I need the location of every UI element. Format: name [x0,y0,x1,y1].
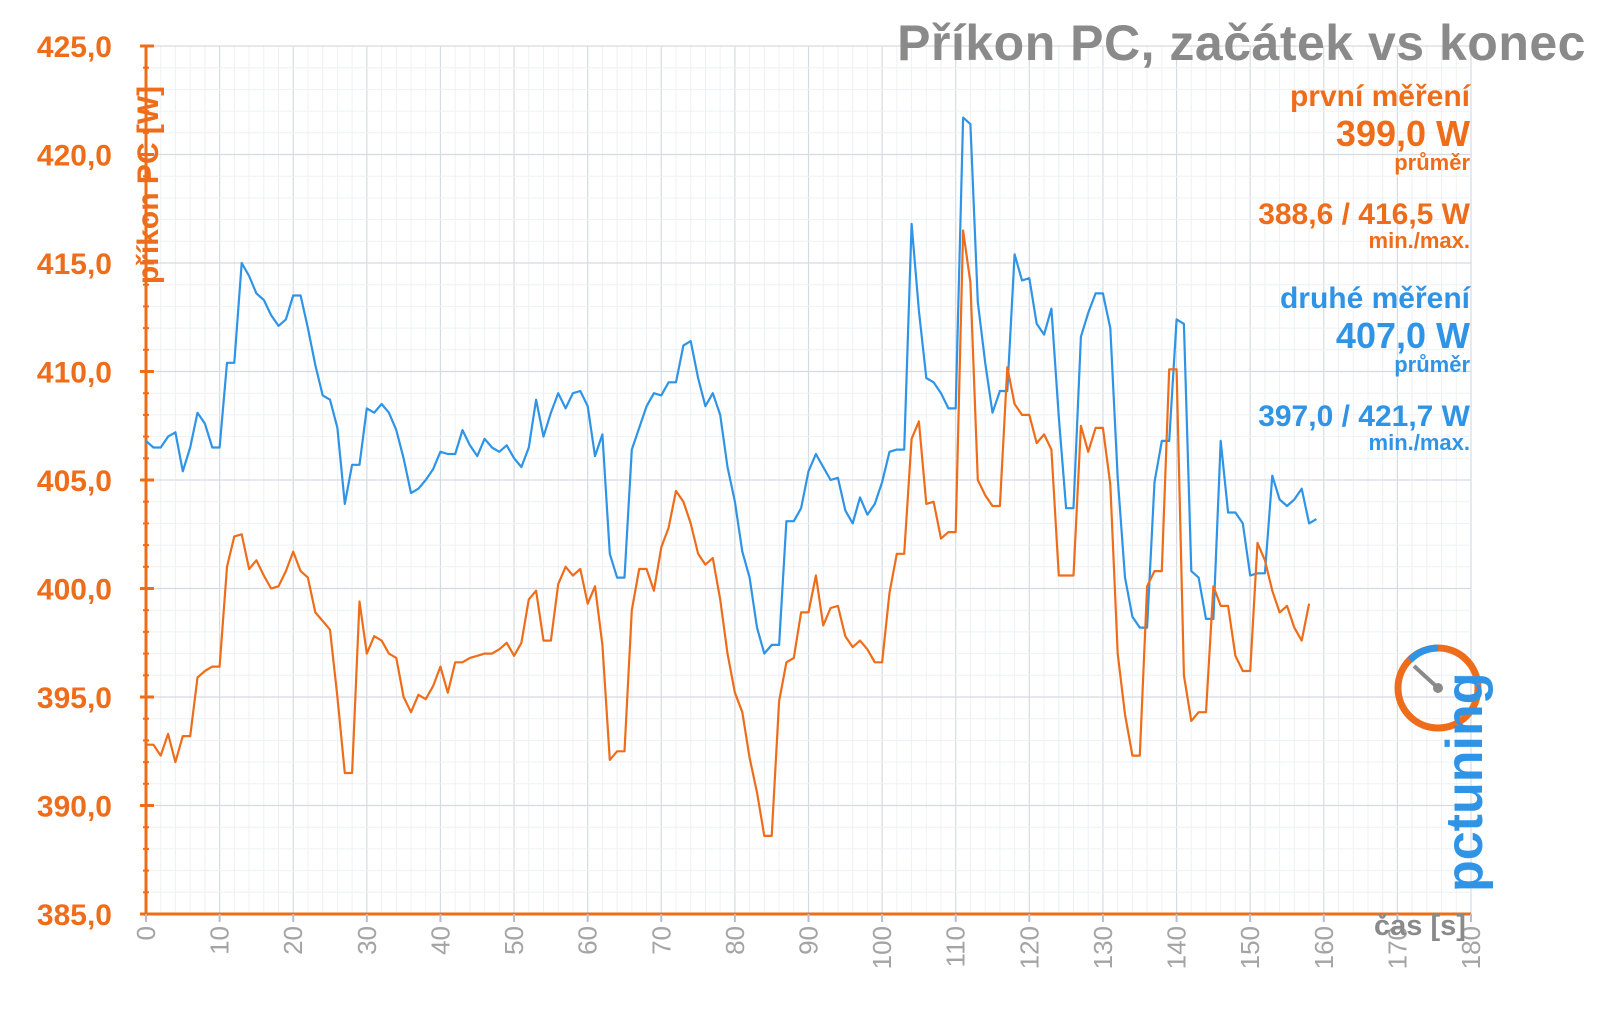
chart-title: Příkon PC, začátek vs konec [897,15,1586,71]
logo-gauge-accent [1407,644,1439,663]
y-tick-label: 405,0 [37,465,112,498]
x-tick-label: 80 [720,926,750,955]
x-axis: 0 10 20 30 40 50 60 70 80 90 100 110 120 130 140 150 160… [131,912,1486,969]
series-line-second [145,116,1317,655]
stats-first: první měření 399,0 W průměr 388,6 / 416,… [1258,82,1470,252]
x-tick-label: 40 [425,926,455,955]
logo-text: pctuning [1436,672,1494,892]
y-tick-label: 385,0 [37,899,112,932]
x-tick-label: 70 [646,926,676,955]
x-tick-label: 20 [278,926,308,955]
x-axis-label: čas [s] [1374,910,1466,942]
logo-gauge-center [1433,683,1443,693]
x-tick-label: 170 [1382,926,1412,969]
second-minmax-label: min./max. [1368,430,1470,455]
second-label: druhé měření [1279,282,1470,315]
y-tick-label: 390,0 [37,791,112,824]
second-minmax: 397,0 / 421,7 W [1258,400,1470,433]
x-tick-label: 160 [1309,926,1339,969]
y-tick-label: 410,0 [37,357,112,390]
y-tick-label: 395,0 [37,682,112,715]
x-tick-label: 10 [205,926,235,955]
y-axis: 385,0 390,0 395,0 400,0 405,0 410,0 415,0 420,0… [37,31,154,932]
series-group [145,116,1317,838]
x-tick-label: 180 [1456,926,1486,969]
logo-gauge-needle [1412,664,1440,690]
x-tick-label: 90 [794,926,824,955]
y-tick-label: 400,0 [37,574,112,607]
x-tick-label: 50 [499,926,529,955]
first-minmax: 388,6 / 416,5 W [1258,198,1470,231]
first-minmax-label: min./max. [1368,228,1470,253]
first-label: první měření [1289,80,1470,113]
pctuning-logo: pctuning [1394,644,1494,892]
second-average-label: průměr [1394,352,1470,377]
first-average: 399,0 W [1335,113,1470,154]
x-tick-label: 0 [131,926,161,940]
x-tick-label: 120 [1014,926,1044,969]
x-tick-label: 110 [941,926,971,967]
x-tick-label: 150 [1235,926,1265,969]
second-average: 407,0 W [1335,315,1470,356]
x-tick-label: 100 [867,926,897,969]
y-tick-label: 415,0 [37,248,112,281]
y-tick-label: 420,0 [37,140,112,173]
x-tick-label: 130 [1088,926,1118,969]
first-average-label: průměr [1394,150,1470,175]
stats-second: druhé měření 407,0 W průměr 397,0 / 421,… [1258,284,1470,454]
y-tick-label: 425,0 [37,31,112,64]
x-tick-label: 140 [1162,926,1192,969]
series-line-first [146,229,1311,838]
x-tick-label: 60 [573,926,603,955]
x-tick-label: 30 [352,926,382,955]
y-axis-label: příkon PC [W] [132,86,165,284]
